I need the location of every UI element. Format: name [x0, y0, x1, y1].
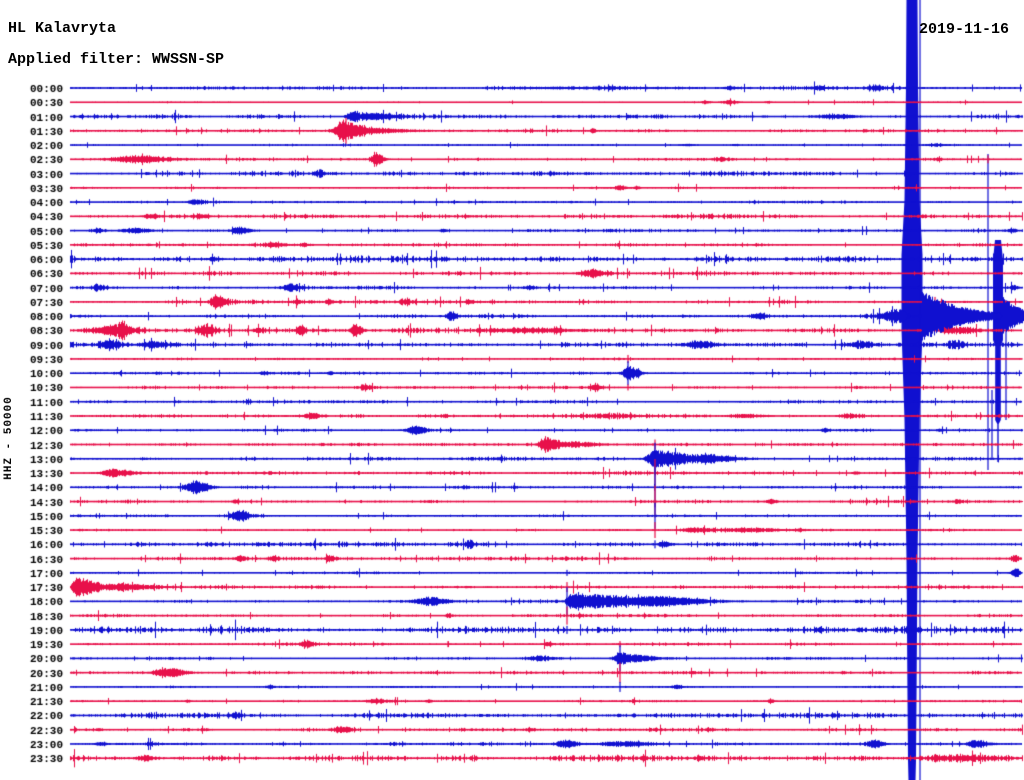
scale-label: HHZ - 50000 [3, 396, 15, 480]
station-name: HL Kalavryta [8, 20, 117, 37]
date-label: 2019-11-16 [919, 21, 1010, 38]
filter-label: Applied filter: WWSSN-SP [8, 51, 225, 68]
